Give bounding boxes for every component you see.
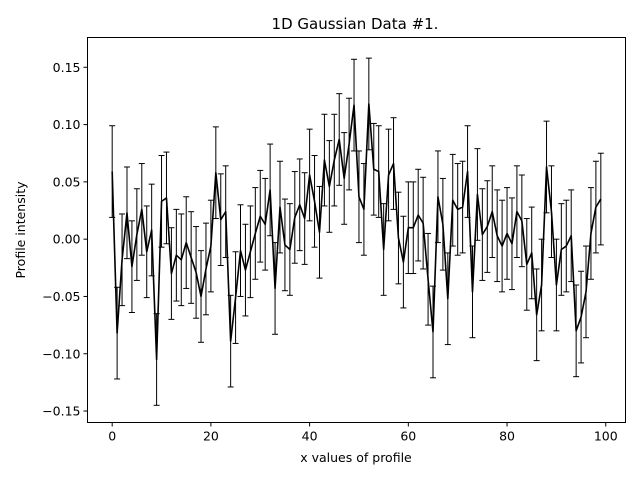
x-axis-ticks: 0 20 40 60 80 100 [108,422,618,444]
x-tick-label: 20 [203,429,219,444]
chart-title: 1D Gaussian Data #1. [272,15,439,33]
y-axis-ticks: −0.15 −0.10 −0.05 0.00 0.05 0.10 0.15 [42,60,88,419]
data-line [111,103,602,361]
series-line [111,103,602,361]
y-tick-label: −0.10 [42,346,80,361]
y-tick-label: −0.05 [42,289,80,304]
y-tick-label: 0.15 [53,60,81,75]
x-tick-label: 60 [400,429,416,444]
y-tick-label: 0.10 [53,117,81,132]
y-tick-label: 0.05 [53,174,81,189]
y-tick-label: 0.00 [53,232,81,247]
y-tick-label: −0.15 [42,404,80,419]
errorbars [109,57,604,406]
x-tick-label: 40 [302,429,318,444]
y-axis-label: Profile intensity [13,181,28,279]
x-axis-label: x values of profile [300,450,412,465]
x-tick-label: 100 [594,429,618,444]
x-tick-label: 80 [499,429,515,444]
plot-frame [87,37,626,423]
x-tick-label: 0 [108,429,116,444]
